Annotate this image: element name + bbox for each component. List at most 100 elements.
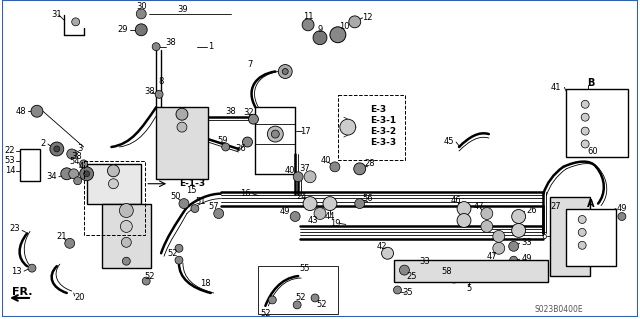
Text: 40: 40 [285, 166, 296, 175]
Text: 51: 51 [196, 197, 206, 206]
Circle shape [176, 108, 188, 120]
Circle shape [354, 163, 365, 175]
Text: E-1-3: E-1-3 [179, 179, 205, 188]
Text: 39: 39 [178, 5, 188, 14]
Text: 27: 27 [550, 202, 561, 211]
Circle shape [50, 142, 64, 156]
Bar [550, 197, 590, 276]
Circle shape [578, 228, 586, 236]
Text: B: B [588, 78, 595, 88]
Text: 42: 42 [376, 242, 387, 251]
Text: 60: 60 [588, 147, 598, 156]
Text: 15: 15 [186, 186, 196, 195]
Circle shape [177, 122, 187, 132]
Text: 10: 10 [340, 22, 350, 31]
Circle shape [355, 199, 365, 209]
Text: S023B0400E: S023B0400E [534, 305, 582, 314]
Text: 28: 28 [364, 160, 375, 168]
Bar [20, 149, 40, 181]
Text: 26: 26 [527, 206, 537, 215]
Text: 49: 49 [617, 204, 627, 213]
Text: 22: 22 [4, 146, 15, 155]
Circle shape [349, 16, 361, 28]
Text: 34: 34 [46, 172, 57, 181]
Circle shape [399, 265, 410, 275]
Circle shape [122, 237, 131, 247]
Circle shape [314, 208, 326, 219]
Text: 20: 20 [74, 293, 85, 302]
Circle shape [268, 126, 284, 142]
Circle shape [120, 204, 133, 218]
Bar [566, 89, 628, 157]
Text: 36: 36 [235, 145, 246, 153]
Circle shape [135, 24, 147, 36]
Circle shape [449, 273, 459, 283]
Circle shape [493, 230, 505, 242]
Text: 19: 19 [330, 219, 340, 228]
Circle shape [394, 286, 401, 294]
Circle shape [214, 209, 223, 219]
Circle shape [426, 263, 436, 273]
Text: 53: 53 [4, 156, 15, 165]
Text: 23: 23 [10, 224, 20, 233]
Circle shape [65, 238, 75, 248]
Text: 50: 50 [171, 192, 181, 201]
Text: E-3: E-3 [370, 105, 386, 114]
Circle shape [243, 137, 252, 147]
Text: 33: 33 [419, 257, 429, 266]
Circle shape [313, 31, 327, 45]
Circle shape [303, 197, 317, 211]
Text: 4: 4 [79, 162, 84, 171]
Circle shape [68, 169, 79, 179]
Text: 41: 41 [551, 83, 561, 92]
Text: 44: 44 [324, 212, 335, 221]
Text: 52: 52 [144, 271, 154, 281]
Text: 6: 6 [541, 232, 547, 241]
Text: 1: 1 [208, 42, 213, 51]
Text: A: A [588, 199, 595, 209]
Text: 31: 31 [51, 11, 62, 19]
Text: 56: 56 [362, 194, 373, 203]
Circle shape [84, 171, 90, 177]
Circle shape [271, 130, 279, 138]
Circle shape [493, 242, 505, 254]
Bar [566, 209, 616, 266]
Circle shape [581, 100, 589, 108]
Circle shape [330, 27, 346, 43]
Circle shape [142, 277, 150, 285]
Circle shape [311, 294, 319, 302]
Text: 35: 35 [402, 288, 413, 298]
Bar [102, 204, 151, 268]
Circle shape [108, 179, 118, 189]
Circle shape [581, 127, 589, 135]
Circle shape [155, 90, 163, 98]
Text: 55: 55 [300, 263, 310, 273]
Text: 8: 8 [159, 77, 164, 86]
Bar [338, 95, 405, 160]
Text: 52: 52 [317, 300, 327, 309]
Circle shape [221, 143, 230, 151]
Bar [84, 161, 145, 235]
Circle shape [278, 64, 292, 78]
Text: 38: 38 [144, 87, 154, 96]
Text: 59: 59 [218, 136, 228, 145]
Text: 49: 49 [280, 207, 291, 216]
Text: 52: 52 [260, 309, 271, 318]
Circle shape [618, 212, 626, 220]
Text: 37: 37 [300, 164, 310, 173]
Text: 16: 16 [240, 189, 251, 198]
Circle shape [578, 241, 586, 249]
Circle shape [175, 256, 183, 264]
Circle shape [290, 211, 300, 221]
Text: 43: 43 [308, 216, 318, 225]
Circle shape [511, 210, 525, 223]
Text: 11: 11 [303, 12, 314, 21]
Circle shape [511, 223, 525, 237]
Text: 2: 2 [41, 138, 46, 147]
Circle shape [509, 256, 518, 264]
Text: E-3-1: E-3-1 [370, 116, 396, 125]
Circle shape [302, 19, 314, 31]
Text: 47: 47 [486, 252, 497, 261]
Circle shape [152, 43, 160, 51]
Circle shape [79, 167, 93, 181]
